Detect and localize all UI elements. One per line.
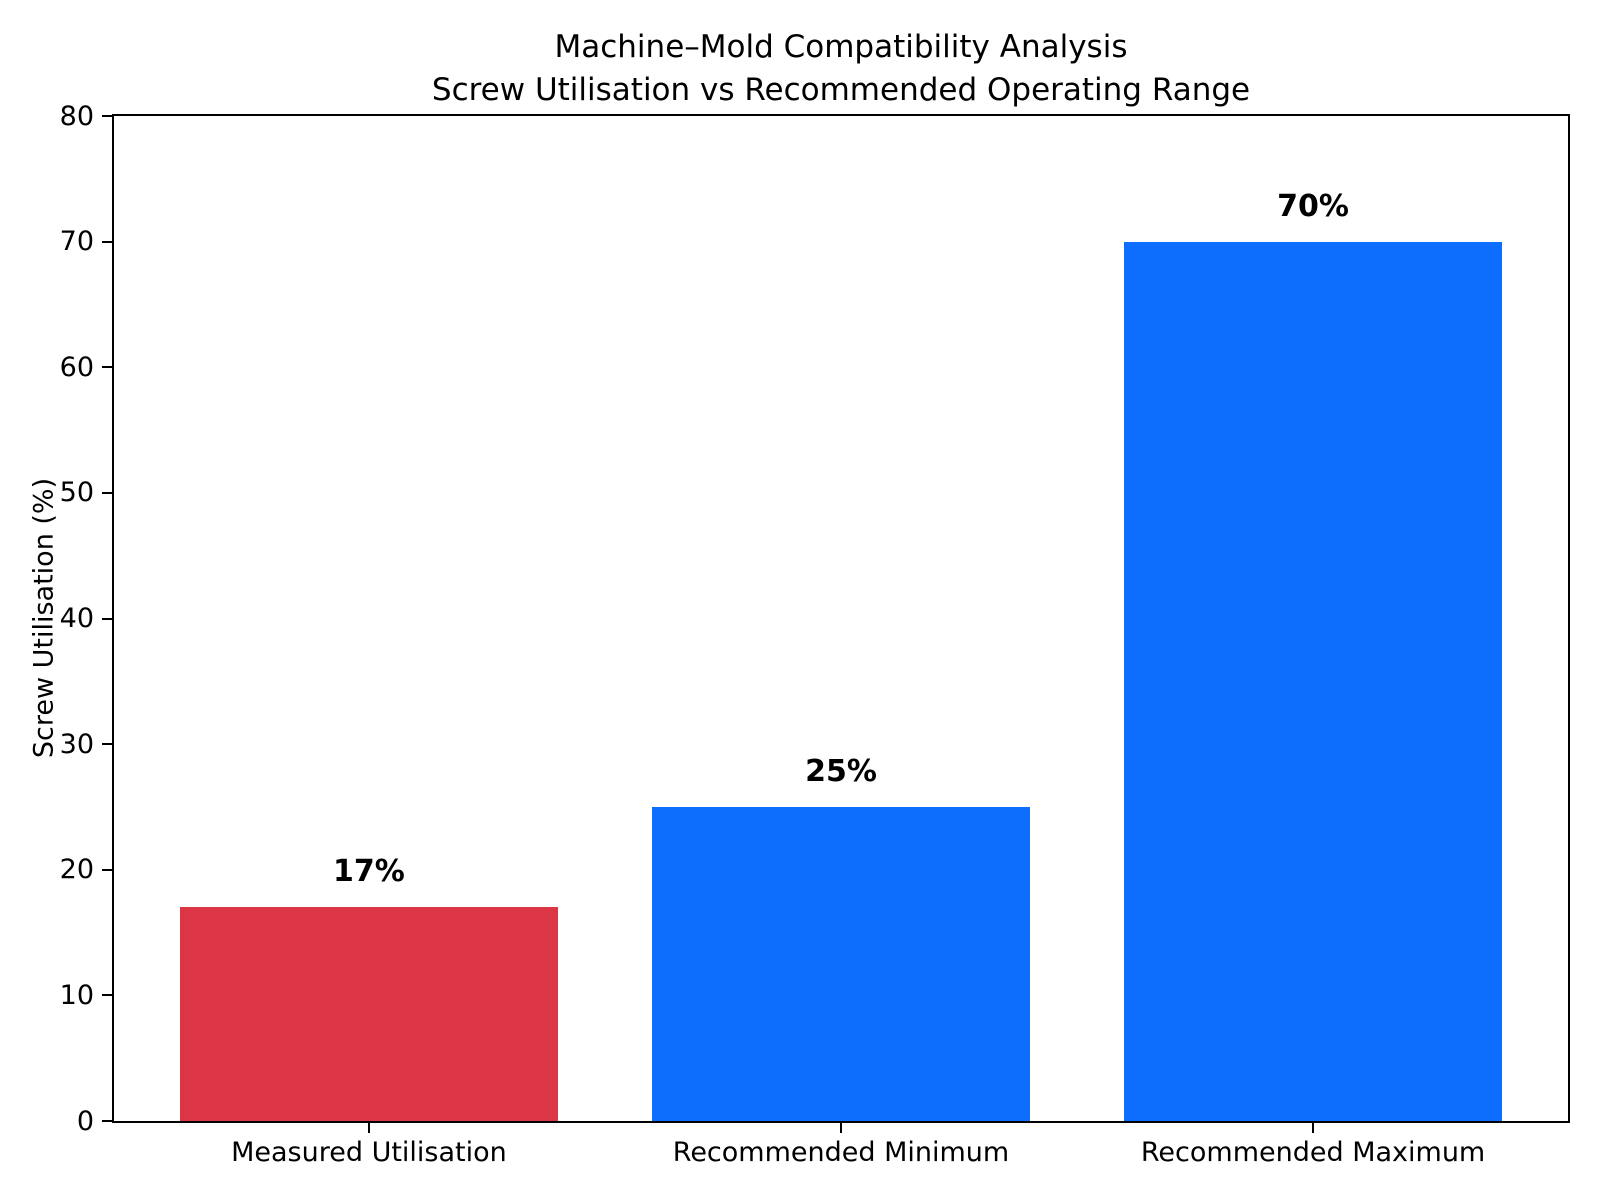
y-tick-label: 10: [59, 979, 94, 1011]
x-tick-mark: [367, 1123, 370, 1133]
bar: [652, 806, 1030, 1121]
x-tick-mark: [840, 1123, 842, 1133]
y-tick-mark: [102, 491, 112, 494]
x-tick-label: Recommended Maximum: [1140, 1137, 1486, 1168]
y-tick-label: 30: [59, 728, 94, 760]
bar: [180, 907, 558, 1121]
y-tick-mark: [102, 115, 112, 117]
y-tick-label: 0: [76, 1105, 94, 1137]
y-tick-mark: [102, 1120, 112, 1122]
plot-area: 0 10 20 30 40 50 60 70 80 17% Measured Utilisation…: [60, 103, 1570, 1168]
y-tick-label: 40: [59, 603, 94, 634]
y-tick-mark: [102, 240, 112, 243]
x-tick-label: Measured Utilisation: [231, 1137, 507, 1168]
y-tick-mark: [102, 617, 112, 620]
y-tick-label: 60: [59, 351, 94, 383]
y-tick-label: 70: [59, 226, 94, 258]
y-tick-label: 50: [59, 477, 94, 509]
y-tick-mark: [102, 743, 112, 746]
bar-value-label: 17%: [333, 854, 405, 890]
bar-value-label: 70%: [1277, 188, 1349, 224]
bar: [1124, 241, 1502, 1121]
chart-title-block: Machine–Mold Compatibility Analysis Scre…: [112, 26, 1570, 112]
y-tick-label: 20: [59, 854, 94, 886]
x-tick-label: Recommended Minimum: [672, 1137, 1010, 1168]
y-tick-mark: [102, 868, 112, 871]
y-tick-label: 80: [59, 100, 94, 132]
y-tick-mark: [102, 366, 112, 369]
bar-value-label: 25%: [805, 753, 877, 789]
chart-title: Machine–Mold Compatibility Analysis: [554, 29, 1128, 65]
y-tick-mark: [102, 994, 112, 997]
y-axis-label: Screw Utilisation (%): [28, 477, 60, 759]
chart-subtitle: Screw Utilisation vs Recommended Operati…: [431, 71, 1251, 108]
x-tick-mark: [1312, 1123, 1315, 1133]
